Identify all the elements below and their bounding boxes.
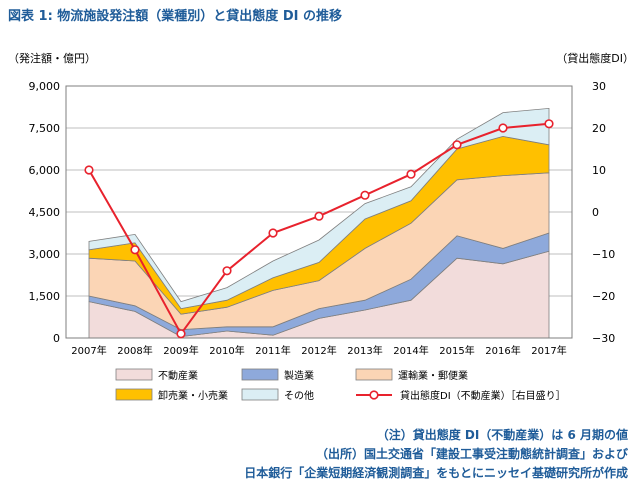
legend-label: 貸出態度DI（不動産業）［右目盛り］	[400, 389, 566, 402]
x-tick-label: 2013年	[347, 344, 382, 357]
legend-label: 卸売業・小売業	[158, 389, 228, 402]
chart: 0 1,500 3,000 4,500 6,000 7,500 9,000 −30 −20 −10…	[29, 80, 616, 402]
legend-swatch	[115, 368, 153, 381]
x-tick-label: 2009年	[163, 344, 198, 357]
source-line: （出所）国土交通省「建設工事受注動態統計調査」および	[315, 447, 628, 461]
source-line: 日本銀行「企業短期経済観測調査」をもとにニッセイ基礎研究所が作成	[244, 466, 628, 480]
x-tick-label: 2008年	[117, 344, 152, 357]
legend-label: その他	[284, 389, 314, 402]
left-tick-label: 0	[53, 332, 60, 345]
legend-swatch	[241, 388, 279, 401]
di-point	[314, 211, 324, 221]
x-tick-label: 2011年	[255, 344, 290, 357]
right-tick-label: 30	[592, 80, 606, 93]
left-tick-label: 9,000	[29, 80, 61, 93]
x-tick-label: 2017年	[531, 344, 566, 357]
right-tick-label: 0	[592, 206, 599, 219]
right-tick-label: −30	[592, 332, 615, 345]
x-tick-label: 2007年	[71, 344, 106, 357]
legend-swatch	[241, 368, 279, 381]
di-point	[544, 119, 554, 129]
right-axis-label: （貸出態度DI）	[556, 52, 634, 65]
note-line: （注）貸出態度 DI（不動産業）は 6 月期の値	[376, 428, 628, 442]
right-tick-label: 10	[592, 164, 606, 177]
left-axis-label: （発注額・億円）	[8, 52, 96, 65]
di-point	[222, 266, 232, 276]
di-point	[268, 228, 278, 238]
legend-swatch	[355, 368, 393, 381]
left-tick-label: 1,500	[29, 290, 61, 303]
notes: （注）貸出態度 DI（不動産業）は 6 月期の値 （出所）国土交通省「建設工事受…	[244, 426, 628, 483]
x-tick-label: 2015年	[439, 344, 474, 357]
di-point	[452, 140, 462, 150]
di-point	[498, 123, 508, 133]
legend-swatch	[115, 388, 153, 401]
left-tick-label: 6,000	[29, 164, 61, 177]
x-tick-label: 2014年	[393, 344, 428, 357]
right-tick-label: 20	[592, 122, 606, 135]
di-point	[360, 190, 370, 200]
legend-label: 製造業	[284, 369, 314, 382]
di-point	[84, 165, 94, 175]
right-tick-label: −10	[592, 248, 615, 261]
plot-frame	[65, 85, 573, 339]
di-point	[176, 329, 186, 339]
right-tick-label: −20	[592, 290, 615, 303]
di-point	[406, 169, 416, 179]
di-point	[130, 245, 140, 255]
left-tick-label: 7,500	[29, 122, 61, 135]
figure-title: 図表 1: 物流施設発注額（業種別）と貸出態度 DI の推移	[8, 9, 342, 24]
legend-swatch	[369, 390, 379, 400]
x-tick-label: 2010年	[209, 344, 244, 357]
legend-label: 不動産業	[158, 369, 198, 382]
x-tick-label: 2016年	[485, 344, 520, 357]
left-tick-label: 3,000	[29, 248, 61, 261]
left-tick-label: 4,500	[29, 206, 61, 219]
x-tick-label: 2012年	[301, 344, 336, 357]
legend-label: 運輸業・郵便業	[398, 369, 468, 382]
